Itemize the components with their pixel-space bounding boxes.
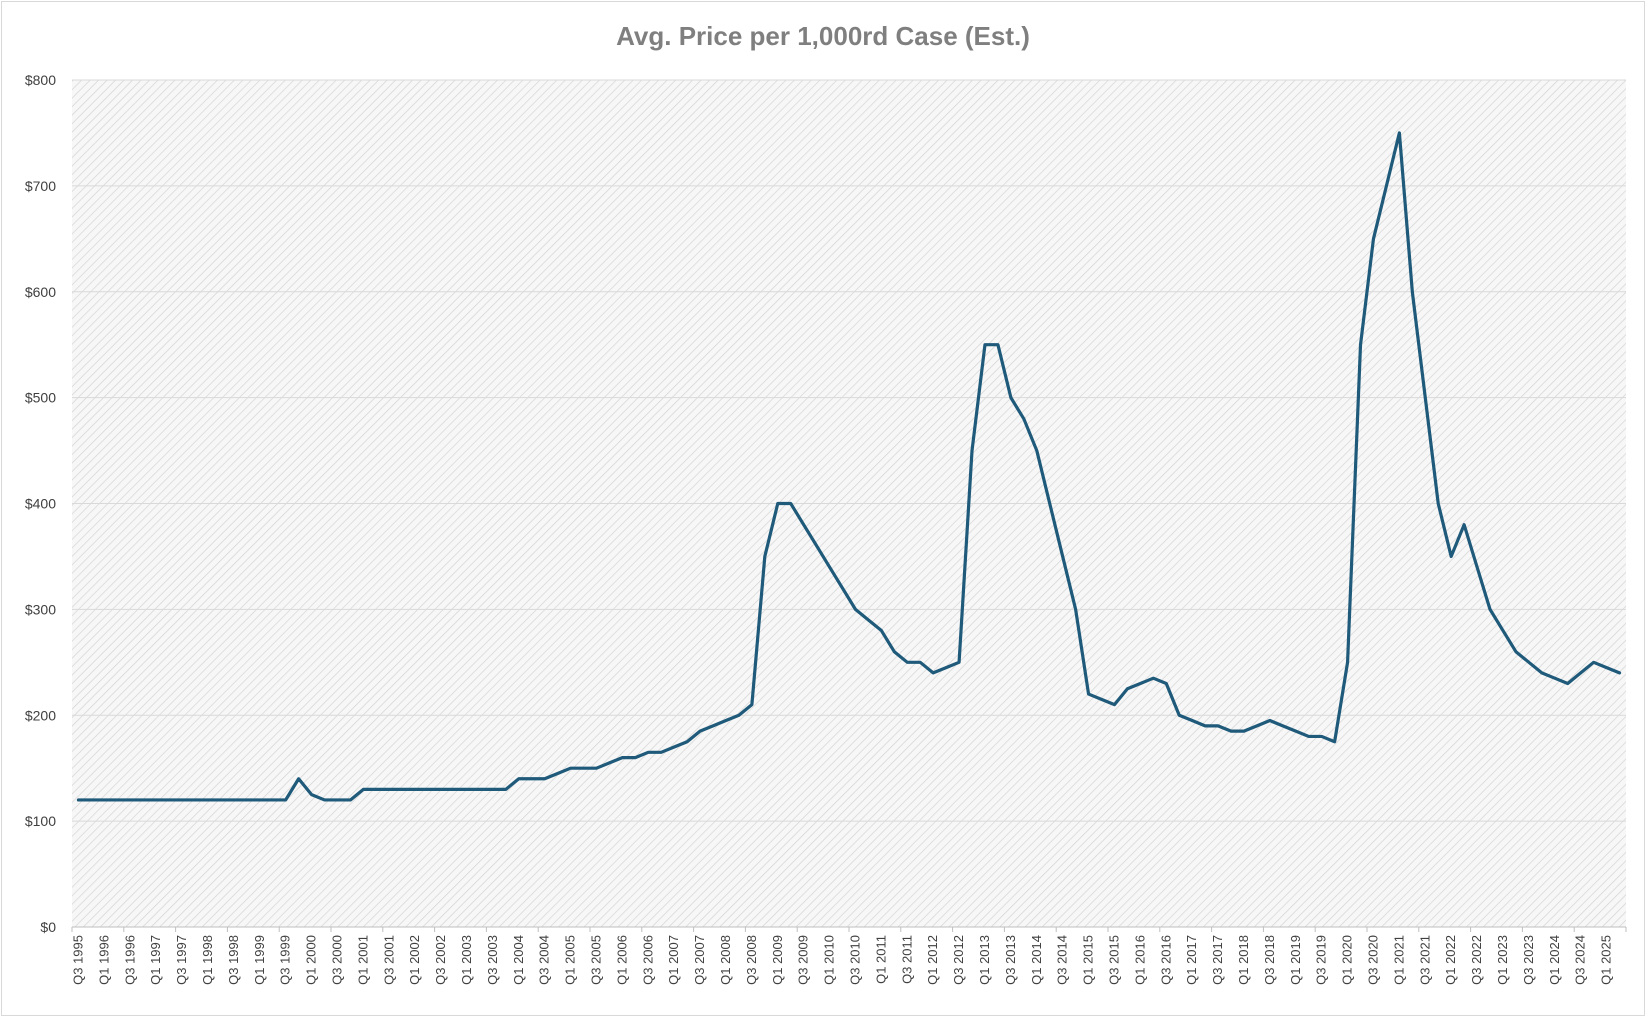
x-tick-label: Q1 2013 <box>977 935 992 985</box>
x-tick-label: Q1 1998 <box>200 935 215 985</box>
x-tick-label: Q1 1999 <box>252 935 267 985</box>
y-tick-label: $500 <box>25 390 56 406</box>
x-axis <box>71 926 1627 932</box>
x-tick-label: Q3 2024 <box>1573 935 1588 985</box>
chart-title: Avg. Price per 1,000rd Case (Est.) <box>616 21 1030 51</box>
x-tick-label: Q1 2014 <box>1029 935 1044 985</box>
x-tick-label: Q3 2021 <box>1417 935 1432 985</box>
x-tick-label: Q3 2015 <box>1106 935 1121 985</box>
series-layer <box>76 131 1622 802</box>
x-tick-label: Q3 2002 <box>433 935 448 985</box>
x-tick-label: Q3 2014 <box>1055 935 1070 985</box>
x-tick-label: Q1 2017 <box>1184 935 1199 985</box>
x-tick-label: Q1 2012 <box>925 935 940 985</box>
x-tick-label: Q3 1997 <box>174 935 189 985</box>
x-tick-label: Q1 2009 <box>770 935 785 985</box>
y-tick-label: $100 <box>25 813 56 829</box>
x-tick-label: Q3 2011 <box>899 935 914 984</box>
y-tick-label: $800 <box>25 72 56 88</box>
x-tick-label: Q3 2004 <box>537 935 552 985</box>
x-tick-label: Q1 2011 <box>873 935 888 984</box>
x-tick-label: Q3 2016 <box>1158 935 1173 985</box>
x-tick-label: Q3 2012 <box>951 935 966 985</box>
x-axis-tick-labels: Q3 1995 Q1 1996 Q3 1996 Q1 1997 Q3 1997 Q1 19… <box>70 935 1613 985</box>
x-tick-label: Q3 2000 <box>329 935 344 985</box>
x-tick-label: Q3 2008 <box>744 935 759 985</box>
x-tick-label: Q3 2019 <box>1314 935 1329 985</box>
x-tick-label: Q1 2005 <box>563 935 578 985</box>
x-tick-label: Q1 1996 <box>96 935 111 985</box>
x-tick-label: Q3 2022 <box>1469 935 1484 985</box>
y-axis: $0 $100 $200 $300 $400 $500 $600 $700 $800 <box>25 72 56 935</box>
x-tick-label: Q3 2007 <box>692 935 707 985</box>
x-tick-label: Q1 2007 <box>666 935 681 985</box>
x-tick-label: Q3 2010 <box>847 935 862 985</box>
x-tick-label: Q1 2019 <box>1288 935 1303 985</box>
x-tick-label: Q1 2020 <box>1340 935 1355 985</box>
x-tick-label: Q1 2008 <box>718 935 733 985</box>
y-tick-label: $400 <box>25 496 56 512</box>
x-tick-label: Q1 2022 <box>1443 935 1458 985</box>
y-tick-label: $300 <box>25 601 56 617</box>
x-tick-label: Q3 2003 <box>485 935 500 985</box>
x-tick-label: Q3 1996 <box>122 935 137 985</box>
x-tick-label: Q1 2001 <box>355 935 370 985</box>
x-tick-label: Q1 2006 <box>614 935 629 985</box>
x-tick-label: Q1 2018 <box>1236 935 1251 985</box>
y-tick-label: $700 <box>25 178 56 194</box>
x-tick-label: Q3 2005 <box>588 935 603 985</box>
x-tick-label: Q3 2001 <box>381 935 396 985</box>
x-tick-label: Q1 2002 <box>407 935 422 985</box>
x-tick-label: Q3 1999 <box>278 935 293 985</box>
x-tick-label: Q3 2020 <box>1365 935 1380 985</box>
x-tick-label: Q3 1998 <box>226 935 241 985</box>
x-tick-label: Q1 2025 <box>1599 935 1614 985</box>
x-tick-label: Q1 2024 <box>1547 935 1562 985</box>
x-tick-label: Q3 1995 <box>70 935 85 985</box>
x-tick-label: Q1 2021 <box>1391 935 1406 985</box>
x-tick-label: Q1 2000 <box>304 935 319 985</box>
y-tick-label: $600 <box>25 284 56 300</box>
x-tick-label: Q3 2006 <box>640 935 655 985</box>
x-tick-label: Q1 2016 <box>1132 935 1147 985</box>
x-tick-label: Q3 2023 <box>1521 935 1536 985</box>
x-tick-label: Q3 2018 <box>1262 935 1277 985</box>
x-tick-label: Q3 2009 <box>796 935 811 985</box>
x-tick-label: Q1 2003 <box>459 935 474 985</box>
x-tick-label: Q3 2017 <box>1210 935 1225 985</box>
series-line <box>76 131 1622 802</box>
y-tick-label: $0 <box>40 919 56 935</box>
y-tick-label: $200 <box>25 707 56 723</box>
x-tick-label: Q1 2023 <box>1495 935 1510 985</box>
x-tick-label: Q1 1997 <box>148 935 163 985</box>
x-tick-label: Q1 2015 <box>1081 935 1096 985</box>
x-tick-label: Q1 2010 <box>822 935 837 985</box>
x-tick-label: Q3 2013 <box>1003 935 1018 985</box>
x-tick-label: Q1 2004 <box>511 935 526 985</box>
